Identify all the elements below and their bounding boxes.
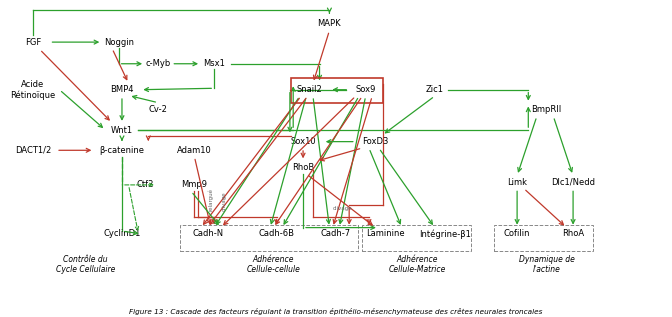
Text: Intégrine-β1: Intégrine-β1: [419, 229, 470, 239]
Text: Cv-2: Cv-2: [149, 106, 167, 114]
Text: Ctf2: Ctf2: [136, 180, 154, 189]
Text: CyclinD1: CyclinD1: [103, 230, 140, 238]
Text: FoxD3: FoxD3: [362, 137, 388, 146]
Text: Adhérence
Cellule-Matrice: Adhérence Cellule-Matrice: [388, 255, 446, 274]
Text: BmpRII: BmpRII: [532, 106, 562, 114]
Text: Cadh-N: Cadh-N: [192, 230, 223, 238]
Bar: [291, 78, 384, 103]
Text: Cadh-6B: Cadh-6B: [259, 230, 295, 238]
Text: Adam10: Adam10: [177, 146, 212, 155]
Text: β-catenine: β-catenine: [99, 146, 144, 155]
Text: clivage: clivage: [222, 191, 226, 211]
Bar: [180, 225, 358, 251]
Text: MAPK: MAPK: [318, 19, 341, 28]
Text: Dynamique de
l'actine: Dynamique de l'actine: [519, 255, 575, 274]
Text: RhoB: RhoB: [292, 163, 314, 172]
Text: Noggin: Noggin: [103, 38, 134, 47]
Bar: [494, 225, 593, 251]
Text: clivage: clivage: [333, 206, 352, 211]
Text: Dlc1/Nedd: Dlc1/Nedd: [551, 178, 595, 186]
Text: Acide
Rétinoïque: Acide Rétinoïque: [11, 80, 56, 100]
Text: Msx1: Msx1: [203, 59, 225, 68]
Text: Snail2: Snail2: [297, 85, 323, 94]
Text: c-Myb: c-Myb: [146, 59, 171, 68]
Text: Sox9: Sox9: [355, 85, 376, 94]
Text: Cadh-7: Cadh-7: [321, 230, 351, 238]
Text: RhoA: RhoA: [562, 230, 584, 238]
Text: BMP4: BMP4: [110, 85, 134, 94]
Text: Contrôle du
Cycle Cellulaire: Contrôle du Cycle Cellulaire: [56, 255, 116, 274]
Text: Mmp9: Mmp9: [181, 180, 208, 189]
Text: relargué: relargué: [208, 188, 214, 211]
Text: Limk: Limk: [507, 178, 527, 186]
Text: Wnt1: Wnt1: [111, 126, 133, 135]
Text: Figure 13 : Cascade des facteurs régulant la transition épithélio-mésenchymateus: Figure 13 : Cascade des facteurs régulan…: [129, 308, 543, 315]
Text: Adhérence
Cellule-cellule: Adhérence Cellule-cellule: [247, 255, 300, 274]
Bar: [362, 225, 471, 251]
Text: FGF: FGF: [25, 38, 41, 47]
Text: DACT1/2: DACT1/2: [15, 146, 51, 155]
Text: Cofilin: Cofilin: [504, 230, 530, 238]
Text: Laminine: Laminine: [366, 230, 405, 238]
Text: Sox10: Sox10: [290, 137, 316, 146]
Text: Zic1: Zic1: [426, 85, 444, 94]
